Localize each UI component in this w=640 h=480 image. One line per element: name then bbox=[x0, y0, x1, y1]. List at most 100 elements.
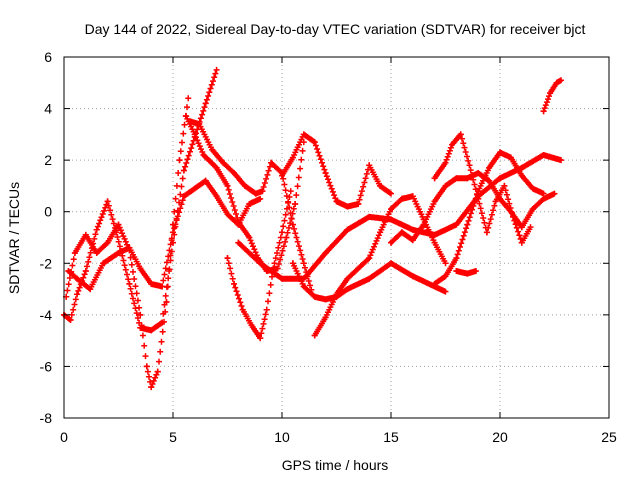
data-point bbox=[259, 188, 266, 195]
data-point bbox=[246, 234, 253, 241]
data-point bbox=[431, 239, 438, 246]
series-arc-2 bbox=[63, 95, 192, 391]
data-point bbox=[287, 188, 294, 195]
data-point bbox=[263, 306, 270, 313]
data-point bbox=[497, 149, 503, 156]
x-tick-label: 15 bbox=[383, 429, 399, 445]
data-point bbox=[529, 206, 536, 213]
data-point bbox=[187, 118, 194, 125]
data-point bbox=[540, 151, 547, 158]
data-point bbox=[231, 170, 238, 177]
y-tick-label: -6 bbox=[40, 358, 53, 374]
data-point bbox=[93, 249, 100, 256]
data-point bbox=[322, 314, 329, 321]
data-point bbox=[377, 182, 384, 189]
data-point bbox=[527, 224, 534, 231]
data-point bbox=[497, 175, 503, 182]
data-point bbox=[344, 286, 351, 293]
data-point bbox=[185, 95, 192, 102]
chart-title: Day 144 of 2022, Sidereal Day-to-day VTE… bbox=[85, 21, 586, 37]
data-point bbox=[257, 260, 264, 267]
data-point bbox=[540, 195, 547, 202]
data-point bbox=[388, 190, 394, 197]
data-point bbox=[100, 260, 107, 267]
data-point bbox=[475, 170, 482, 177]
data-point bbox=[148, 327, 155, 334]
data-point bbox=[431, 198, 438, 205]
data-point bbox=[453, 255, 460, 262]
data-point bbox=[398, 229, 405, 236]
data-point bbox=[553, 79, 560, 86]
data-point bbox=[82, 231, 89, 238]
data-point bbox=[540, 108, 547, 115]
data-point bbox=[67, 317, 74, 324]
data-point bbox=[409, 273, 416, 280]
data-point bbox=[518, 239, 525, 246]
data-point bbox=[159, 283, 166, 290]
data-point bbox=[388, 206, 394, 213]
data-point bbox=[388, 239, 394, 246]
data-point bbox=[333, 293, 340, 300]
x-tick-label: 5 bbox=[169, 429, 177, 445]
data-point bbox=[322, 296, 329, 303]
grid bbox=[64, 57, 609, 418]
data-point bbox=[366, 275, 373, 282]
data-point bbox=[486, 164, 493, 171]
data-point bbox=[558, 157, 565, 164]
data-point bbox=[180, 167, 187, 174]
data-point bbox=[279, 172, 285, 179]
data-point bbox=[279, 229, 285, 236]
data-point bbox=[529, 185, 536, 192]
x-tick-label: 0 bbox=[60, 429, 68, 445]
plot-frame bbox=[63, 56, 610, 419]
data-point bbox=[442, 159, 449, 166]
data-point bbox=[115, 249, 122, 256]
data-point bbox=[464, 175, 471, 182]
data-point bbox=[547, 90, 554, 97]
data-point bbox=[209, 146, 216, 153]
data-point bbox=[366, 255, 373, 262]
data-point bbox=[311, 293, 318, 300]
series-arc-8 bbox=[279, 131, 394, 210]
data-point bbox=[183, 113, 190, 120]
data-point bbox=[115, 221, 122, 228]
data-point bbox=[241, 182, 248, 189]
data-point bbox=[279, 275, 285, 282]
data-point bbox=[257, 195, 264, 202]
data-point bbox=[344, 275, 351, 282]
data-point bbox=[191, 131, 198, 138]
data-point bbox=[93, 226, 100, 233]
data-point bbox=[518, 172, 525, 179]
series-arc-12 bbox=[431, 131, 534, 246]
data-point bbox=[220, 159, 227, 166]
data-point bbox=[409, 226, 416, 233]
data-point bbox=[224, 255, 231, 262]
data-point bbox=[224, 182, 231, 189]
data-point bbox=[137, 311, 144, 318]
data-point bbox=[510, 213, 517, 220]
data-point bbox=[65, 268, 72, 275]
data-point bbox=[311, 332, 318, 339]
data-point bbox=[268, 159, 275, 166]
data-point bbox=[292, 200, 299, 207]
data-point bbox=[300, 131, 307, 138]
data-point bbox=[235, 219, 242, 226]
data-point bbox=[311, 139, 318, 146]
series-arc-14 bbox=[453, 268, 480, 277]
data-point bbox=[431, 175, 438, 182]
data-point bbox=[409, 237, 416, 244]
data-point bbox=[449, 141, 456, 148]
series-arc-9 bbox=[311, 193, 449, 339]
data-point bbox=[202, 100, 209, 107]
data-point bbox=[366, 213, 373, 220]
data-point bbox=[322, 170, 329, 177]
data-point bbox=[191, 185, 198, 192]
data-point bbox=[231, 280, 238, 287]
data-point bbox=[196, 121, 203, 128]
data-point bbox=[246, 200, 253, 207]
data-points bbox=[61, 66, 565, 391]
data-point bbox=[235, 239, 242, 246]
data-point bbox=[176, 157, 183, 164]
y-axis-label: SDTVAR / TECUs bbox=[6, 182, 22, 294]
